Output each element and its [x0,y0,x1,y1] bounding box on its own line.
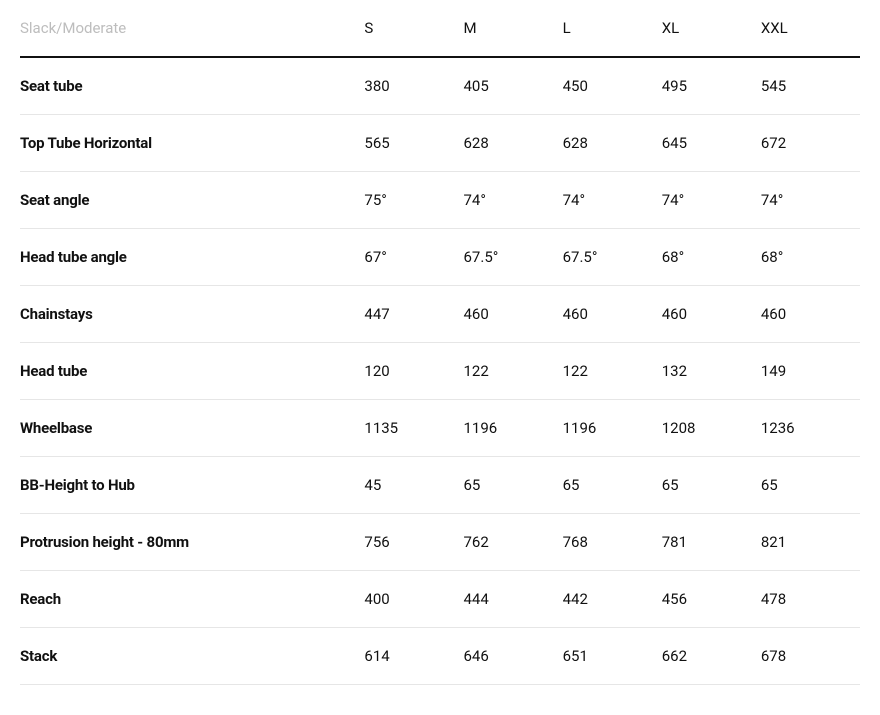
table-row: Head tube angle67°67.5°67.5°68°68° [20,229,860,286]
cell-value: 67° [364,229,463,286]
cell-value: 447 [364,286,463,343]
row-label: Protrusion height - 80mm [20,514,364,571]
cell-value: 460 [464,286,563,343]
row-label: Stack [20,628,364,685]
cell-value: 645 [662,115,761,172]
cell-value: 122 [563,343,662,400]
cell-value: 672 [761,115,860,172]
cell-value: 67.5° [464,229,563,286]
row-label: Seat angle [20,172,364,229]
table-row: Protrusion height - 80mm756762768781821 [20,514,860,571]
cell-value: 1196 [464,400,563,457]
cell-value: 545 [761,57,860,115]
cell-value: 460 [662,286,761,343]
cell-value: 68° [761,229,860,286]
cell-value: 444 [464,571,563,628]
row-label: Head tube angle [20,229,364,286]
row-label: Reach [20,571,364,628]
cell-value: 1135 [364,400,463,457]
col-header: XXL [761,0,860,57]
table-row: Reach400444442456478 [20,571,860,628]
cell-value: 74° [662,172,761,229]
cell-value: 75° [364,172,463,229]
table-row: Stack614646651662678 [20,628,860,685]
table-row: Chainstays447460460460460 [20,286,860,343]
table-row: Top Tube Horizontal565628628645672 [20,115,860,172]
cell-value: 478 [761,571,860,628]
cell-value: 662 [662,628,761,685]
cell-value: 120 [364,343,463,400]
cell-value: 405 [464,57,563,115]
col-header: XL [662,0,761,57]
cell-value: 460 [761,286,860,343]
cell-value: 768 [563,514,662,571]
cell-value: 460 [563,286,662,343]
table-corner-label: Slack/Moderate [20,0,364,57]
cell-value: 45 [364,457,463,514]
cell-value: 1236 [761,400,860,457]
cell-value: 678 [761,628,860,685]
table-header-row: Slack/Moderate S M L XL XXL [20,0,860,57]
cell-value: 456 [662,571,761,628]
row-label: Chainstays [20,286,364,343]
row-label: BB-Height to Hub [20,457,364,514]
table-row: Head tube120122122132149 [20,343,860,400]
table-row: Seat tube380405450495545 [20,57,860,115]
cell-value: 565 [364,115,463,172]
cell-value: 495 [662,57,761,115]
cell-value: 74° [464,172,563,229]
cell-value: 651 [563,628,662,685]
table-row: Wheelbase11351196119612081236 [20,400,860,457]
table-row: Seat angle75°74°74°74°74° [20,172,860,229]
table-body: Seat tube380405450495545Top Tube Horizon… [20,57,860,685]
cell-value: 74° [761,172,860,229]
cell-value: 380 [364,57,463,115]
cell-value: 122 [464,343,563,400]
cell-value: 74° [563,172,662,229]
cell-value: 67.5° [563,229,662,286]
row-label: Wheelbase [20,400,364,457]
cell-value: 628 [563,115,662,172]
cell-value: 442 [563,571,662,628]
cell-value: 400 [364,571,463,628]
cell-value: 1196 [563,400,662,457]
cell-value: 781 [662,514,761,571]
row-label: Head tube [20,343,364,400]
col-header: S [364,0,463,57]
table-row: BB-Height to Hub4565656565 [20,457,860,514]
col-header: L [563,0,662,57]
cell-value: 68° [662,229,761,286]
cell-value: 628 [464,115,563,172]
cell-value: 614 [364,628,463,685]
cell-value: 65 [563,457,662,514]
row-label: Seat tube [20,57,364,115]
cell-value: 149 [761,343,860,400]
cell-value: 65 [761,457,860,514]
cell-value: 762 [464,514,563,571]
cell-value: 65 [662,457,761,514]
cell-value: 756 [364,514,463,571]
geometry-table: Slack/Moderate S M L XL XXL Seat tube380… [20,0,860,685]
cell-value: 65 [464,457,563,514]
cell-value: 1208 [662,400,761,457]
col-header: M [464,0,563,57]
row-label: Top Tube Horizontal [20,115,364,172]
cell-value: 646 [464,628,563,685]
cell-value: 132 [662,343,761,400]
cell-value: 821 [761,514,860,571]
cell-value: 450 [563,57,662,115]
